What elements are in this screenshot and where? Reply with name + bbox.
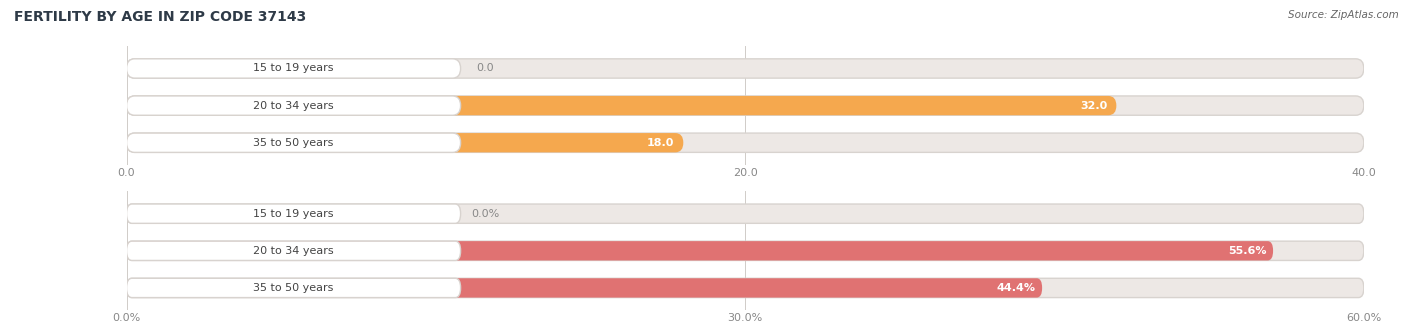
- FancyBboxPatch shape: [127, 204, 1364, 223]
- Text: 35 to 50 years: 35 to 50 years: [253, 283, 333, 293]
- FancyBboxPatch shape: [127, 96, 461, 115]
- FancyBboxPatch shape: [127, 241, 1272, 260]
- Text: 0.0: 0.0: [477, 63, 494, 74]
- FancyBboxPatch shape: [127, 133, 461, 152]
- Text: 15 to 19 years: 15 to 19 years: [253, 209, 333, 219]
- FancyBboxPatch shape: [127, 241, 1364, 260]
- Text: 15 to 19 years: 15 to 19 years: [253, 63, 333, 74]
- FancyBboxPatch shape: [127, 59, 1364, 78]
- Text: 20 to 34 years: 20 to 34 years: [253, 246, 333, 256]
- Text: 0.0%: 0.0%: [471, 209, 499, 219]
- FancyBboxPatch shape: [127, 278, 1042, 298]
- Text: 35 to 50 years: 35 to 50 years: [253, 138, 333, 148]
- FancyBboxPatch shape: [127, 96, 1364, 115]
- FancyBboxPatch shape: [127, 278, 461, 298]
- Text: 55.6%: 55.6%: [1229, 246, 1267, 256]
- Text: FERTILITY BY AGE IN ZIP CODE 37143: FERTILITY BY AGE IN ZIP CODE 37143: [14, 10, 307, 24]
- FancyBboxPatch shape: [127, 204, 461, 223]
- FancyBboxPatch shape: [127, 241, 461, 260]
- Text: 18.0: 18.0: [647, 138, 673, 148]
- Text: 20 to 34 years: 20 to 34 years: [253, 101, 333, 111]
- FancyBboxPatch shape: [127, 133, 1364, 152]
- Text: Source: ZipAtlas.com: Source: ZipAtlas.com: [1288, 10, 1399, 20]
- FancyBboxPatch shape: [127, 133, 683, 152]
- FancyBboxPatch shape: [127, 59, 461, 78]
- Text: 32.0: 32.0: [1080, 101, 1107, 111]
- FancyBboxPatch shape: [127, 278, 1364, 298]
- Text: 44.4%: 44.4%: [997, 283, 1036, 293]
- FancyBboxPatch shape: [127, 96, 1116, 115]
